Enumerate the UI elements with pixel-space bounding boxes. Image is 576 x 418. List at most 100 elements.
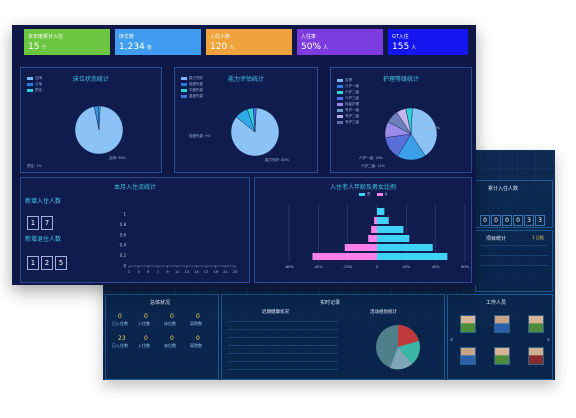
care-level-panel: 护理等级统计 自理 介护一级 介护二级 介护三级 特级护理 专护一级 专护二级 … — [330, 67, 472, 173]
kpi-value: 120 — [210, 42, 228, 52]
staff-title: 工作人员 — [486, 300, 507, 306]
stat-label: 床位数 — [164, 321, 176, 326]
pie-label: 能力完好: 85% — [265, 158, 290, 162]
staff-panel: 工作人员 ‹ › — [447, 294, 553, 380]
pie-slice — [398, 325, 419, 347]
pie-label: 轻度失能: 9% — [189, 134, 211, 138]
legend-item[interactable]: 预定 — [27, 88, 42, 93]
x-tick-label: 15 — [194, 270, 198, 274]
counter-digit: 0 — [502, 215, 512, 226]
legend-label: 专护二级 — [345, 114, 359, 118]
kpi-unit: 人 — [229, 45, 235, 51]
legend-item[interactable]: 介护一级 — [337, 84, 359, 89]
kpi-value-wrap: 1,234 张 — [119, 42, 152, 52]
kpi-value: 15 — [28, 42, 40, 52]
staff-photo — [528, 347, 544, 365]
x-tick-label: 60% — [461, 265, 469, 269]
x-tick-label: 17 — [204, 270, 208, 274]
pie-slice — [390, 347, 412, 370]
kpi-value-wrap: 15 个 — [28, 42, 46, 52]
legend-swatch — [337, 109, 343, 112]
pie-slice — [405, 107, 413, 135]
legend-label: 能力完好 — [189, 76, 203, 80]
legend-swatch — [337, 79, 343, 82]
list-row — [228, 329, 338, 330]
list-row — [228, 353, 338, 354]
legend-swatch — [337, 85, 343, 88]
legend-item[interactable]: 中度失能 — [181, 88, 203, 93]
x-tick-label: -60% — [284, 265, 294, 269]
panel-title: 入住老人年龄及男女比例 — [329, 184, 396, 191]
legend-item[interactable]: 空闲 — [27, 76, 42, 81]
kpi-card-annual-checkins: 本年度累计入住 15 个 — [24, 29, 110, 55]
legend-label: 女 — [384, 192, 389, 196]
counter-title: 累计入住人数 — [488, 186, 519, 192]
legend: 空闲 占用 预定 — [27, 76, 42, 94]
kpi-value-wrap: 50% 人 — [301, 42, 328, 52]
legend-item[interactable]: 介护三级 — [337, 96, 359, 101]
legend-item[interactable]: 专护二级 — [337, 114, 359, 119]
chevron-right-icon[interactable]: › — [546, 335, 550, 344]
stat-label: 离院数 — [190, 321, 202, 326]
legend: 自理 介护一级 介护二级 介护三级 特级护理 专护一级 专护二级 专护三级 — [337, 78, 359, 126]
legend-swatch — [337, 91, 343, 94]
stat-value: 23 — [118, 335, 126, 342]
y-tick-label: 1 — [123, 212, 126, 217]
x-tick-label: -20% — [343, 265, 353, 269]
list-row — [228, 337, 338, 338]
x-tick-label: 11 — [175, 270, 179, 274]
y-tick-label: 0.8 — [120, 222, 127, 227]
kpi-unit: 个 — [41, 45, 47, 51]
kpi-unit: 人 — [411, 45, 417, 51]
counter-digit: 0 — [513, 215, 523, 226]
chevron-left-icon[interactable]: ‹ — [450, 335, 454, 344]
legend-item[interactable]: 重度失能 — [181, 94, 203, 99]
front-dashboard: 本年度累计入住 15 个 床位数 1,234 张 入住人数 120 人 入住率 50%… — [12, 25, 476, 285]
ability-panel: 能力评估统计 能力完好 轻度失能 中度失能 重度失能 轻度失能: 9% 能力完好… — [174, 67, 318, 173]
legend-item[interactable]: 占用 — [27, 82, 42, 87]
legend-item[interactable]: 能力完好 — [181, 76, 203, 81]
list-row — [228, 369, 338, 370]
legend-item[interactable]: 轻度失能 — [181, 82, 203, 87]
stat-value: 0 — [196, 335, 200, 342]
kpi-card-residents: 入住人数 120 人 — [206, 29, 292, 55]
legend-item[interactable]: 专护一级 — [337, 108, 359, 113]
digit-box: 1 — [27, 256, 39, 270]
legend-item-male[interactable]: 男 — [359, 192, 371, 197]
new-checkin-label: 新增入住人数 — [25, 198, 62, 205]
monthly-flow-chart: 10.80.60.40.201 3 5 7 9 11 13 15 17 19 21 23 — [120, 212, 238, 275]
pie-slice — [398, 341, 420, 364]
digit-box: 7 — [41, 216, 53, 230]
x-tick-label: 21 — [223, 270, 227, 274]
female-bar — [312, 253, 377, 260]
male-bar — [377, 226, 404, 233]
legend-item[interactable]: 专护三级 — [337, 120, 359, 125]
kpi-card-gt: GT入住 155 人 — [388, 29, 468, 55]
kpi-unit: 人 — [323, 45, 329, 51]
legend-swatch — [337, 115, 343, 118]
list-row — [228, 361, 338, 362]
divider — [480, 265, 548, 266]
legend-item[interactable]: 特级护理 — [337, 102, 359, 107]
female-bar — [371, 226, 377, 233]
legend-item-female[interactable]: 女 — [376, 192, 389, 197]
ability-pie — [230, 107, 280, 157]
records-panel: 实时记录 近期健康状况 活动规划统计 — [221, 294, 445, 380]
stat-value: 0 — [170, 313, 174, 320]
counter-digit: 0 — [480, 215, 490, 226]
kpi-label: 本年度累计入住 — [28, 34, 64, 40]
legend-swatch — [181, 89, 187, 92]
project-badge: 1 日报 — [532, 235, 544, 240]
legend-item[interactable]: 自理 — [337, 78, 359, 83]
kpi-value-wrap: 155 人 — [392, 42, 416, 52]
legend-item[interactable]: 介护二级 — [337, 90, 359, 95]
age-gender-panel: 入住老人年龄及男女比例 男 女 -60% -40% -20% 0 20% 40% 60% — [254, 177, 472, 283]
legend-label: 轻度失能 — [189, 82, 203, 86]
digit-box: 5 — [55, 256, 67, 270]
x-tick-label: 40% — [432, 265, 440, 269]
pie-slice — [98, 105, 101, 131]
digit-box: 2 — [41, 256, 53, 270]
kpi-label: GT入住 — [392, 34, 409, 40]
x-tick-label: -40% — [314, 265, 324, 269]
